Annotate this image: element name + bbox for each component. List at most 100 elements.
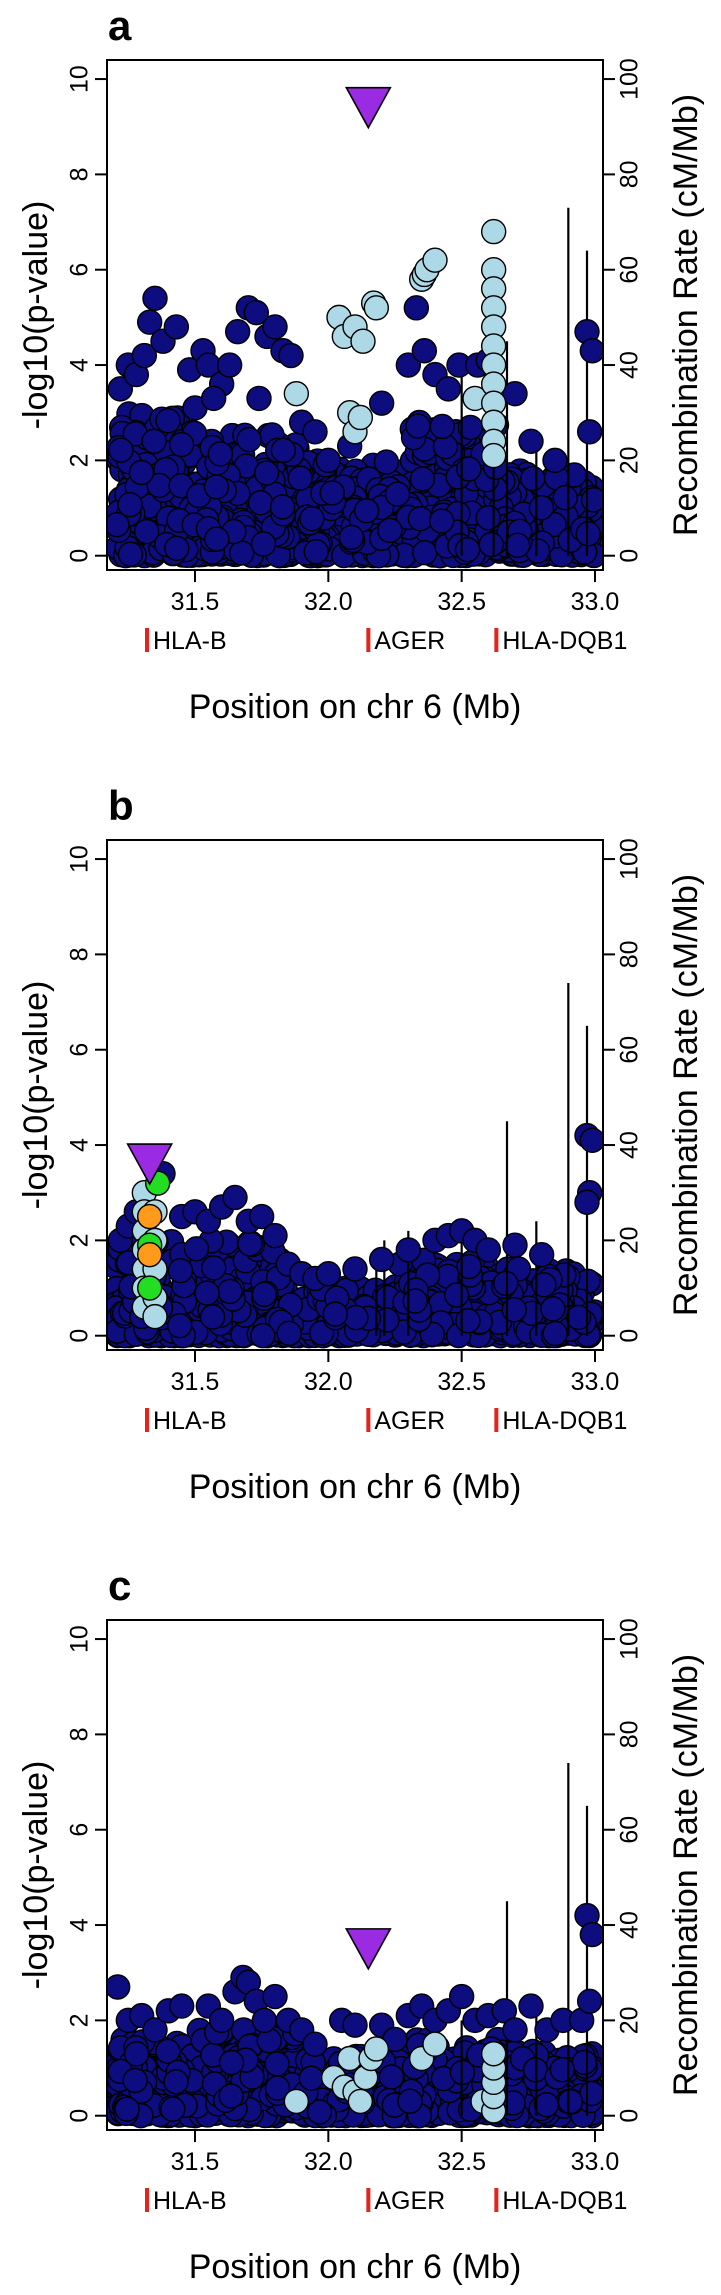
y-axis-label: -log10(p-value)	[17, 981, 55, 1210]
gene-marker	[494, 628, 499, 652]
gene-marker	[145, 2188, 149, 2212]
snp-point	[251, 1281, 277, 1308]
snp-point	[528, 1241, 555, 1268]
y2-tick-label: 80	[616, 940, 644, 968]
snp-point	[395, 352, 422, 378]
y2-axis-label: Recombination Rate (cM/Mb)	[667, 874, 705, 1316]
snp-point	[378, 2064, 405, 2090]
snp-point	[478, 531, 505, 558]
snp-point	[283, 2088, 310, 2115]
snp-point	[552, 485, 579, 511]
snp-point	[571, 2049, 598, 2076]
snp-point	[402, 1288, 428, 1314]
series-3	[136, 1203, 163, 1268]
y-tick-label: 6	[66, 1043, 94, 1057]
y-tick-label: 4	[66, 1918, 94, 1932]
snp-point	[518, 428, 544, 455]
y-tick-label: 0	[66, 2109, 94, 2123]
background-snp-cloud	[107, 1228, 603, 1349]
snp-point	[373, 449, 400, 475]
snp-point	[218, 2049, 245, 2076]
snp-point	[155, 407, 181, 434]
snp-point	[136, 1241, 163, 1268]
recombination-rate	[460, 207, 589, 556]
snp-point	[269, 494, 296, 520]
snp-point	[222, 1184, 248, 1211]
snp-point	[108, 437, 134, 463]
snp-point	[518, 1993, 544, 2019]
y2-tick-label: 40	[616, 351, 644, 379]
snp-point	[207, 441, 234, 467]
snp-point	[384, 481, 411, 507]
x-tick-label: 31.5	[171, 1368, 220, 1396]
series-0	[107, 1122, 603, 1292]
snp-point	[250, 531, 277, 557]
snp-point	[248, 1203, 275, 1230]
snp-point	[287, 465, 313, 491]
snp-point	[502, 380, 528, 407]
x-tick-label: 32.5	[437, 2148, 486, 2176]
snp-point	[218, 2083, 244, 2109]
snp-point	[163, 314, 190, 340]
snp-point	[298, 2065, 324, 2091]
snp-point	[411, 338, 438, 364]
snp-point	[303, 538, 329, 565]
gene-marker	[366, 2188, 371, 2212]
gene-label: AGER	[374, 627, 445, 655]
y-tick-label: 8	[66, 167, 94, 181]
series-1	[283, 2031, 507, 2124]
snp-point	[183, 1236, 210, 1262]
snp-point	[117, 491, 143, 518]
snp-point	[363, 295, 390, 321]
snp-point	[455, 1308, 481, 1334]
y2-tick-label: 100	[616, 838, 644, 880]
snp-point	[542, 447, 568, 474]
snp-point	[395, 1237, 422, 1263]
snp-point	[397, 2088, 423, 2114]
y2-tick-label: 80	[616, 160, 644, 188]
snp-point	[155, 2038, 181, 2065]
snp-point	[338, 524, 365, 551]
snp-point	[251, 2007, 278, 2034]
snp-point	[533, 2091, 560, 2118]
snp-point	[283, 380, 310, 407]
x-axis-label: Position on chr 6 (Mb)	[189, 2248, 522, 2286]
snp-point	[264, 2051, 290, 2077]
snp-point	[502, 1232, 528, 1258]
y2-tick-label: 0	[616, 549, 644, 563]
gene-label: HLA-DQB1	[502, 1407, 627, 1435]
gene-marker	[366, 1408, 371, 1432]
snp-point	[407, 506, 434, 532]
y-tick-label: 2	[66, 2013, 94, 2027]
snp-point	[278, 342, 304, 369]
snp-point	[480, 218, 507, 245]
snp-point	[315, 447, 342, 474]
snp-point	[107, 512, 130, 538]
snp-point	[422, 247, 448, 273]
y2-tick-label: 100	[616, 1618, 644, 1660]
plot-frame	[106, 1619, 604, 2131]
snp-point	[237, 1231, 263, 1257]
snp-point	[114, 2096, 140, 2122]
panel-a: a 0 2 4 6 8 10 -log10(p-value) 0 20 40 60 80 100 Recom…	[17, 2, 705, 726]
snp-point	[243, 299, 270, 326]
snp-point	[131, 342, 158, 369]
gene-label: AGER	[374, 2187, 445, 2215]
plot-frame	[106, 839, 604, 1351]
snp-point	[549, 2056, 576, 2083]
snp-point	[204, 526, 230, 552]
x-tick-label: 33.0	[571, 2148, 620, 2176]
x-tick-label: 32.5	[437, 588, 486, 616]
gene-marker	[494, 2188, 499, 2212]
x-tick-label: 32.0	[304, 588, 353, 616]
x-tick-label: 32.0	[304, 1368, 353, 1396]
snp-point	[475, 505, 501, 531]
snp-point	[166, 1312, 193, 1339]
snp-point	[531, 1272, 557, 1298]
snp-point	[200, 385, 227, 412]
snp-point	[199, 1304, 226, 1330]
snp-point	[501, 1297, 527, 1323]
y-tick-label: 6	[66, 263, 94, 277]
snp-point	[262, 1222, 288, 1249]
snp-point	[247, 490, 274, 516]
